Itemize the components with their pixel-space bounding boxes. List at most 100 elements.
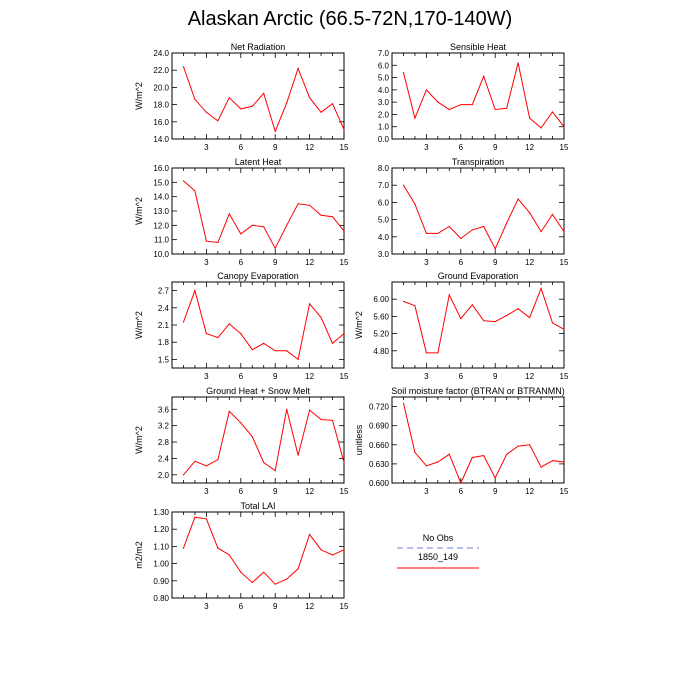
data-point	[274, 350, 276, 352]
data-point	[437, 232, 439, 234]
data-point	[309, 303, 311, 305]
data-point	[205, 111, 207, 113]
data-point	[517, 445, 519, 447]
data-point	[529, 317, 531, 319]
data-point	[331, 419, 334, 421]
y-tick-label: 4.0	[378, 86, 390, 95]
y-axis-label: W/m^2	[134, 426, 144, 454]
data-point	[240, 233, 242, 235]
x-tick-label: 6	[239, 602, 244, 611]
data-point	[529, 444, 531, 446]
data-point	[414, 203, 416, 205]
data-point	[414, 451, 416, 453]
y-tick-label: 16.0	[153, 164, 169, 173]
x-tick-label: 15	[560, 487, 569, 496]
data-point	[286, 224, 288, 226]
data-point	[194, 460, 196, 462]
panel-1: Net Radiation W/m^2 3 6 9 12 15 14.0 16.0 18.0 20.…	[134, 42, 349, 152]
y-tick-label: 2.4	[158, 304, 170, 313]
data-point	[286, 578, 288, 580]
y-tick-label: 3.0	[378, 250, 390, 259]
data-point	[517, 198, 519, 200]
y-tick-label: 0.0	[378, 135, 390, 144]
panel-9: Total LAI m2/m2 3 6 9 12 15 0.80 0.90 1.00 1.10 1.2…	[134, 501, 349, 611]
panel-title: Transpiration	[452, 157, 504, 167]
data-point	[540, 466, 542, 468]
data-point	[425, 89, 427, 91]
panel-4: Transpiration 3 6 9 12 15 3.0 4.0 5.0 6.0 7.0 8.0	[378, 157, 569, 267]
data-point	[471, 229, 473, 231]
data-point	[529, 117, 531, 119]
data-point	[274, 583, 276, 585]
data-point	[517, 62, 519, 64]
data-point	[506, 314, 508, 317]
y-tick-label: 1.0	[378, 123, 390, 132]
y-tick-label: 2.4	[158, 454, 170, 463]
data-point	[309, 409, 311, 411]
y-tick-label: 6.0	[378, 61, 390, 70]
y-axis-label: W/m^2	[354, 311, 364, 339]
y-tick-label: 10.0	[153, 250, 169, 259]
data-point	[228, 554, 230, 556]
y-tick-label: 7.0	[378, 49, 390, 58]
y-tick-label: 1.00	[153, 560, 169, 569]
data-point	[251, 581, 253, 584]
panel-title: Sensible Heat	[450, 42, 507, 52]
data-point	[448, 294, 450, 296]
data-point	[563, 461, 565, 463]
y-tick-label: 1.10	[153, 542, 169, 551]
data-point	[494, 108, 496, 111]
x-tick-label: 12	[525, 372, 534, 381]
panel-title: Ground Evaporation	[438, 271, 519, 281]
plot-frame	[391, 52, 565, 140]
y-tick-label: 2.0	[158, 471, 170, 480]
data-point	[194, 290, 196, 292]
data-point	[251, 436, 253, 438]
y-tick-label: 6.00	[373, 295, 389, 304]
series-line	[183, 288, 345, 361]
y-tick-label: 4.80	[373, 347, 389, 356]
data-point	[217, 459, 219, 461]
y-tick-label: 6.0	[378, 198, 390, 207]
data-point	[483, 225, 485, 228]
data-point	[529, 212, 531, 214]
data-point	[506, 107, 508, 109]
x-tick-label: 15	[340, 258, 349, 267]
data-point	[483, 75, 485, 77]
data-point	[205, 333, 207, 335]
data-point	[563, 126, 565, 128]
data-point	[240, 422, 242, 424]
y-tick-label: 7.0	[378, 181, 390, 190]
y-tick-label: 1.20	[153, 525, 169, 534]
y-tick-label: 5.0	[378, 216, 390, 225]
data-point	[437, 461, 439, 463]
data-point	[194, 190, 196, 192]
data-point	[448, 453, 450, 455]
data-point	[251, 349, 253, 351]
data-point	[448, 108, 450, 111]
data-point	[540, 231, 542, 233]
x-tick-label: 3	[204, 143, 209, 152]
data-point	[402, 72, 405, 74]
x-tick-label: 15	[340, 372, 349, 381]
y-tick-label: 0.630	[369, 460, 390, 469]
data-point	[551, 460, 554, 462]
x-tick-label: 9	[493, 372, 498, 381]
x-tick-label: 12	[525, 487, 534, 496]
y-tick-label: 0.690	[369, 422, 390, 431]
y-tick-label: 3.2	[158, 422, 170, 431]
plot-frame	[171, 281, 345, 369]
data-point	[320, 549, 322, 551]
data-point	[506, 222, 508, 224]
y-tick-label: 5.60	[373, 312, 389, 321]
data-point	[263, 342, 265, 344]
data-point	[309, 204, 311, 206]
data-point	[343, 549, 345, 551]
data-point	[205, 518, 207, 520]
x-tick-label: 3	[424, 258, 429, 267]
data-point	[228, 410, 230, 412]
plot-frame	[391, 281, 565, 369]
data-point	[217, 120, 219, 122]
